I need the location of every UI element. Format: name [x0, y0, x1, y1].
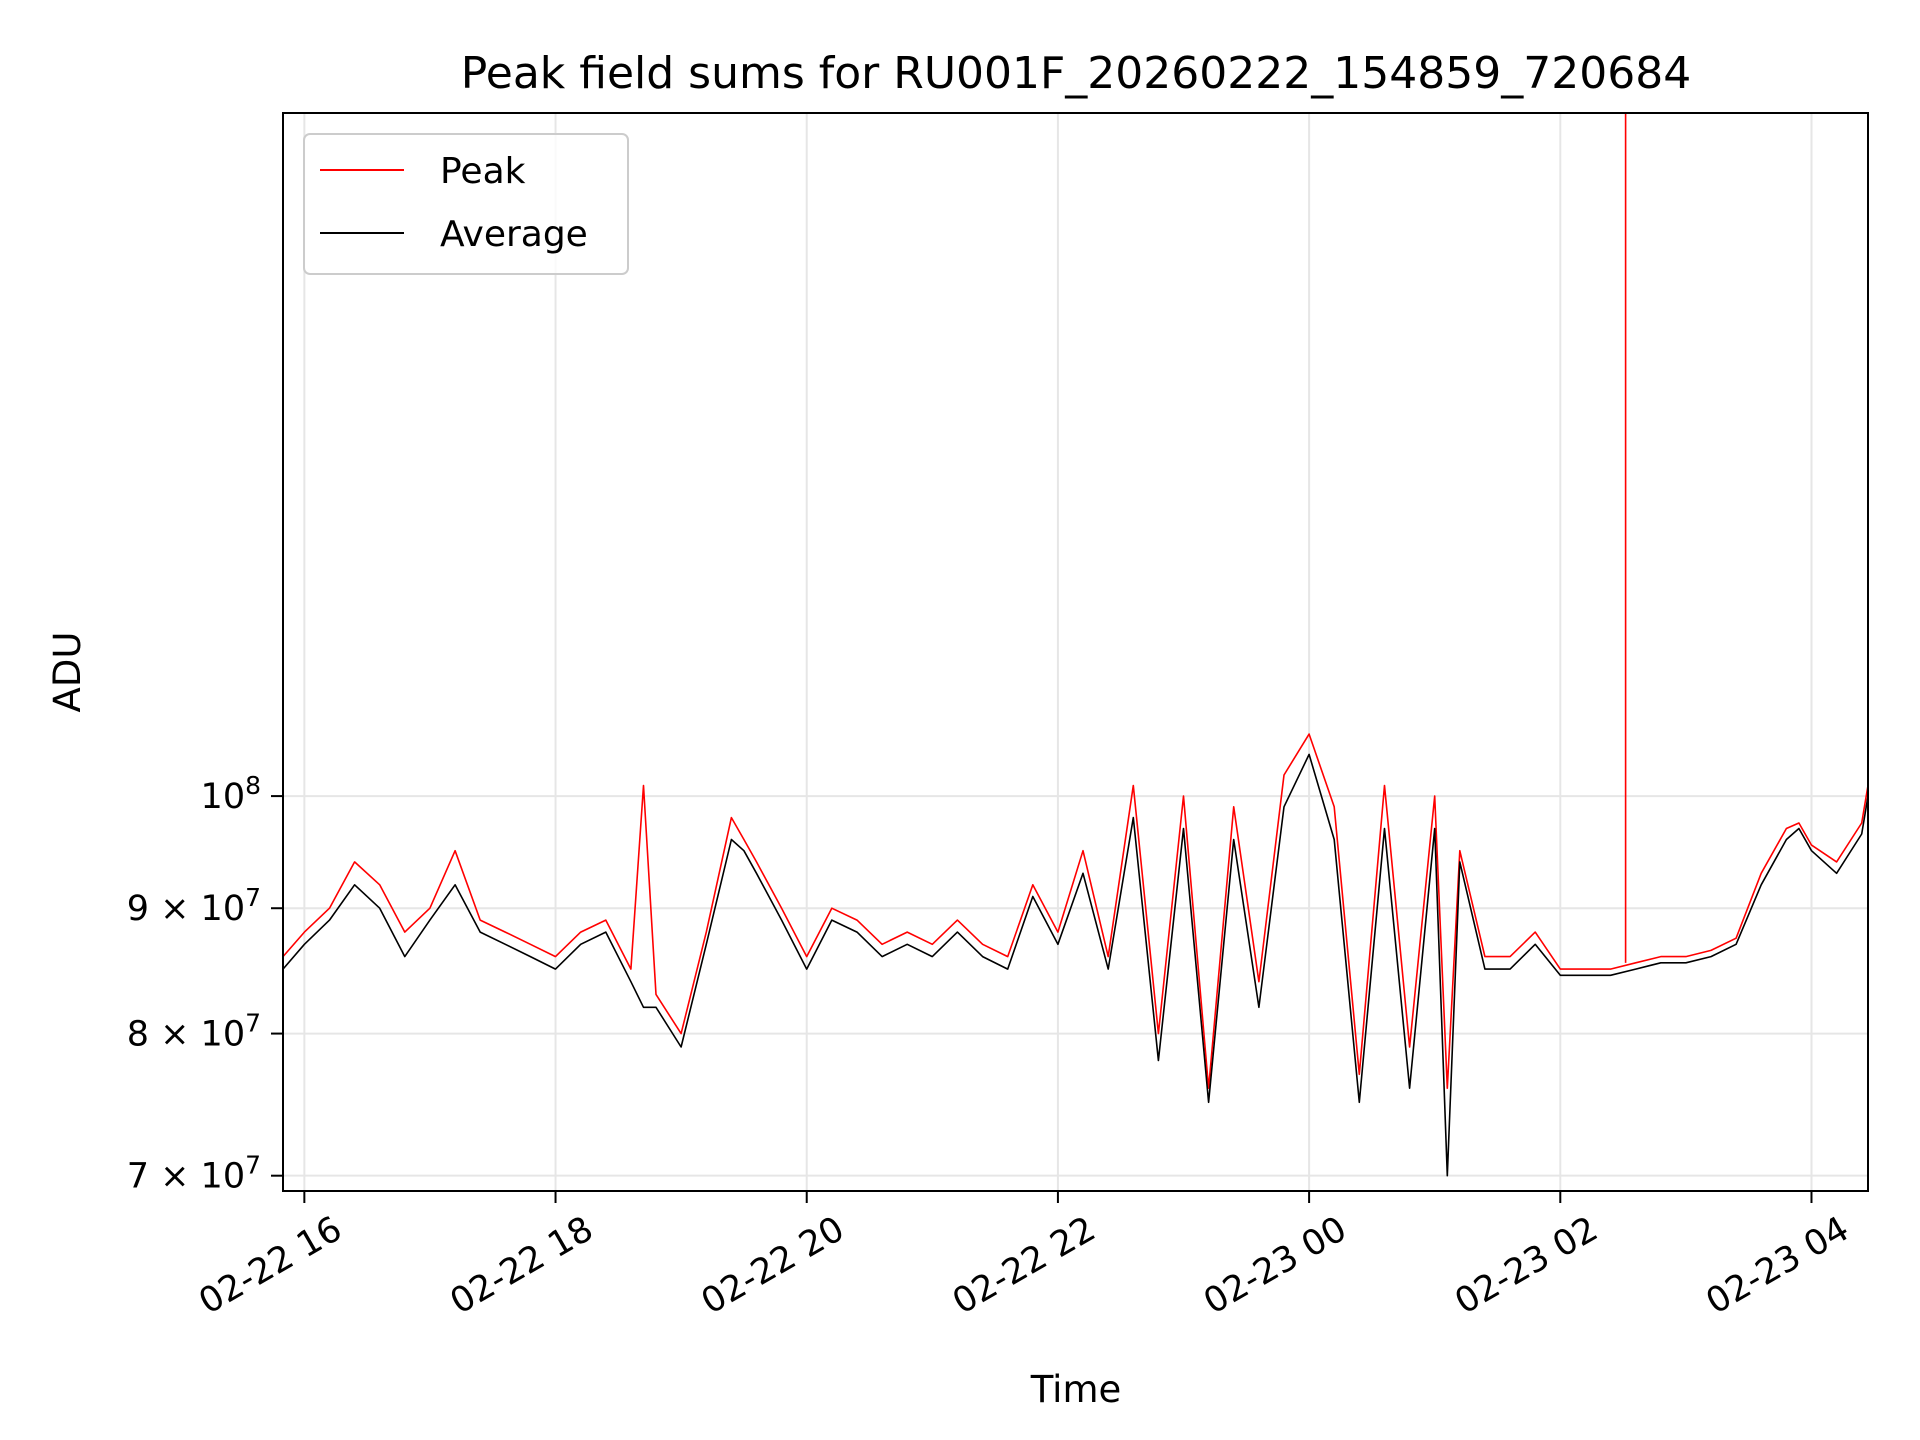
series-line-average — [282, 753, 1869, 1177]
x-axis-label: Time — [1030, 1368, 1122, 1411]
series-layer — [282, 113, 1869, 1177]
legend: Peak Average — [303, 133, 629, 275]
legend-label-average: Average — [440, 214, 588, 255]
y-tick-label: 8 × 107 — [127, 1009, 261, 1055]
y-tick-label: 108 — [201, 771, 261, 817]
series-line-peak — [282, 733, 1869, 1089]
plot-frame — [282, 112, 1869, 1192]
y-axis-label: ADU — [46, 632, 89, 713]
legend-label-peak: Peak — [440, 151, 526, 192]
y-tick-label: 9 × 107 — [127, 883, 261, 929]
chart-title: Peak field sums for RU001F_20260222_1548… — [461, 48, 1691, 99]
y-tick-label: 7 × 107 — [127, 1151, 261, 1197]
grid — [283, 113, 1868, 1191]
y-axis: 7 × 107 8 × 107 9 × 107 108 — [127, 771, 283, 1197]
